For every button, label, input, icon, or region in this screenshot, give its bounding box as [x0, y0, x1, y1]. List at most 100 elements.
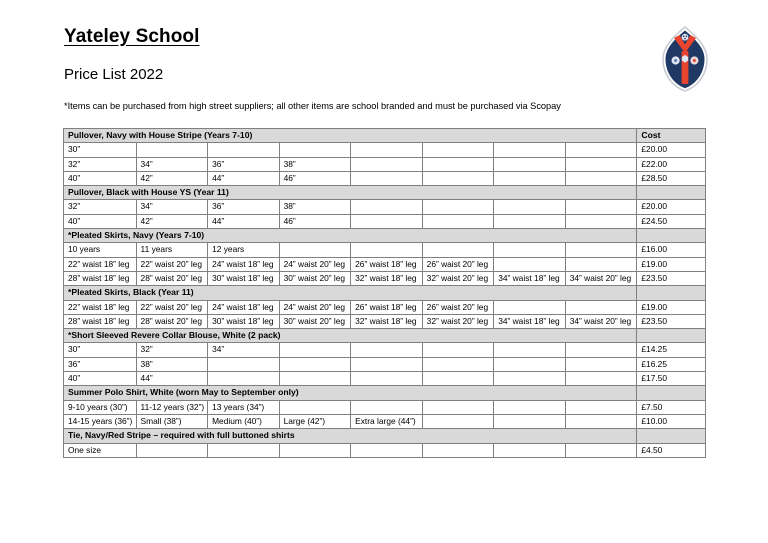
empty-cell	[493, 413, 566, 430]
price-table-body: Pullover, Navy with House Stripe (Years …	[62, 127, 706, 458]
section-heading-cost-cell	[636, 385, 706, 401]
size-cell: 40”	[63, 170, 137, 187]
section-heading-cost-cell	[636, 428, 706, 444]
size-cell: Large (42”)	[278, 413, 352, 430]
section-heading-row: *Pleated Skirts, Navy (Years 7-10)	[62, 228, 706, 244]
empty-cell	[135, 442, 209, 458]
table-row: 28” waist 18” leg 28” waist 20” leg 30” wa…	[63, 313, 706, 330]
section-heading-cost-cell	[636, 228, 706, 244]
size-cell: 30” waist 18” leg	[207, 270, 280, 287]
size-cell: 34”	[135, 156, 209, 172]
size-cell: 46”	[278, 213, 352, 230]
purchase-note: *Items can be purchased from high street…	[64, 101, 561, 111]
size-cell: 30” waist 20” leg	[278, 313, 352, 330]
cost-cell: £16.25	[636, 356, 706, 373]
empty-cell	[493, 142, 566, 158]
empty-cell	[421, 156, 495, 172]
empty-cell	[564, 356, 638, 373]
empty-cell	[564, 142, 638, 158]
size-cell: 46”	[278, 170, 352, 187]
cost-cell: £20.00	[636, 199, 706, 215]
size-cell: 24” waist 18” leg	[207, 299, 280, 315]
size-cell: 22” waist 18” leg	[63, 256, 137, 272]
size-cell: Extra large (44”)	[350, 413, 423, 430]
size-cell: 32” waist 20” leg	[421, 313, 495, 330]
empty-cell	[278, 356, 352, 373]
size-cell: 38”	[135, 356, 209, 373]
empty-cell	[421, 413, 495, 430]
size-cell: 44”	[135, 371, 209, 387]
cost-cell: £23.50	[636, 313, 706, 330]
size-cell: 32”	[63, 156, 137, 172]
empty-cell	[350, 213, 423, 230]
cost-cell: £10.00	[636, 413, 706, 430]
table-row: 40” 42” 44” 46” £24.50	[63, 213, 706, 230]
cost-cell: £22.00	[636, 156, 706, 172]
size-cell: 36”	[207, 199, 280, 215]
empty-cell	[564, 156, 638, 172]
size-cell: 24” waist 18” leg	[207, 256, 280, 272]
size-cell: 40”	[63, 371, 137, 387]
size-cell: 11 years	[135, 242, 209, 258]
table-row: 40” 44” £17.50	[63, 371, 706, 387]
empty-cell	[278, 142, 352, 158]
empty-cell	[350, 342, 423, 358]
empty-cell	[564, 256, 638, 272]
empty-cell	[421, 356, 495, 373]
size-cell: 24” waist 20” leg	[278, 256, 352, 272]
table-row: 9-10 years (30”) 11-12 years (32”) 13 year…	[63, 399, 706, 415]
cost-cell: £16.00	[636, 242, 706, 258]
size-cell: 13 years (34”)	[207, 399, 280, 415]
cost-cell: £19.00	[636, 299, 706, 315]
empty-cell	[421, 213, 495, 230]
empty-cell	[350, 142, 423, 158]
empty-cell	[564, 371, 638, 387]
size-cell: 30”	[63, 342, 137, 358]
size-cell: 44”	[207, 170, 280, 187]
empty-cell	[350, 356, 423, 373]
section-heading-cost-cell	[636, 328, 706, 344]
empty-cell	[493, 371, 566, 387]
size-cell: 22” waist 20” leg	[135, 299, 209, 315]
section-heading-row: *Short Sleeved Revere Collar Blouse, Whi…	[62, 328, 706, 344]
empty-cell	[278, 342, 352, 358]
size-cell: 34”	[135, 199, 209, 215]
size-cell: 30” waist 18” leg	[207, 313, 280, 330]
empty-cell	[207, 356, 280, 373]
table-row: 22” waist 18” leg 22” waist 20” leg 24” wa…	[63, 256, 706, 272]
section-heading: Summer Polo Shirt, White (worn May to Se…	[62, 385, 638, 401]
empty-cell	[135, 142, 209, 158]
cost-column-header: Cost	[636, 127, 706, 144]
empty-cell	[421, 371, 495, 387]
size-cell: 24” waist 20” leg	[278, 299, 352, 315]
size-cell: 26” waist 20” leg	[421, 299, 495, 315]
empty-cell	[350, 199, 423, 215]
size-cell: 32”	[135, 342, 209, 358]
empty-cell	[421, 170, 495, 187]
empty-cell	[564, 342, 638, 358]
section-heading: Pullover, Black with House YS (Year 11)	[62, 185, 638, 201]
size-cell: Medium (40”)	[207, 413, 280, 430]
empty-cell	[564, 399, 638, 415]
size-cell: One size	[63, 442, 137, 458]
size-cell: 42”	[135, 213, 209, 230]
size-cell: 34” waist 18” leg	[493, 270, 566, 287]
table-row: 32” 34” 36” 38” £20.00	[63, 199, 706, 215]
table-row: 14-15 years (36”) Small (38”) Medium (40”)…	[63, 413, 706, 430]
price-table: Pullover, Navy with House Stripe (Years …	[62, 127, 706, 458]
cost-cell: £28.50	[636, 170, 706, 187]
empty-cell	[421, 442, 495, 458]
size-cell: 32” waist 18” leg	[350, 313, 423, 330]
section-heading-row: Pullover, Navy with House Stripe (Years …	[62, 127, 706, 144]
empty-cell	[350, 170, 423, 187]
size-cell: 34” waist 20” leg	[564, 270, 638, 287]
table-row: 28” waist 18” leg 28” waist 20” leg 30” wa…	[63, 270, 706, 287]
empty-cell	[207, 142, 280, 158]
size-cell: 26” waist 18” leg	[350, 299, 423, 315]
size-cell: 34”	[207, 342, 280, 358]
empty-cell	[278, 371, 352, 387]
page-subtitle: Price List 2022	[64, 66, 164, 83]
table-row: 10 years 11 years 12 years £16.00	[63, 242, 706, 258]
empty-cell	[493, 342, 566, 358]
